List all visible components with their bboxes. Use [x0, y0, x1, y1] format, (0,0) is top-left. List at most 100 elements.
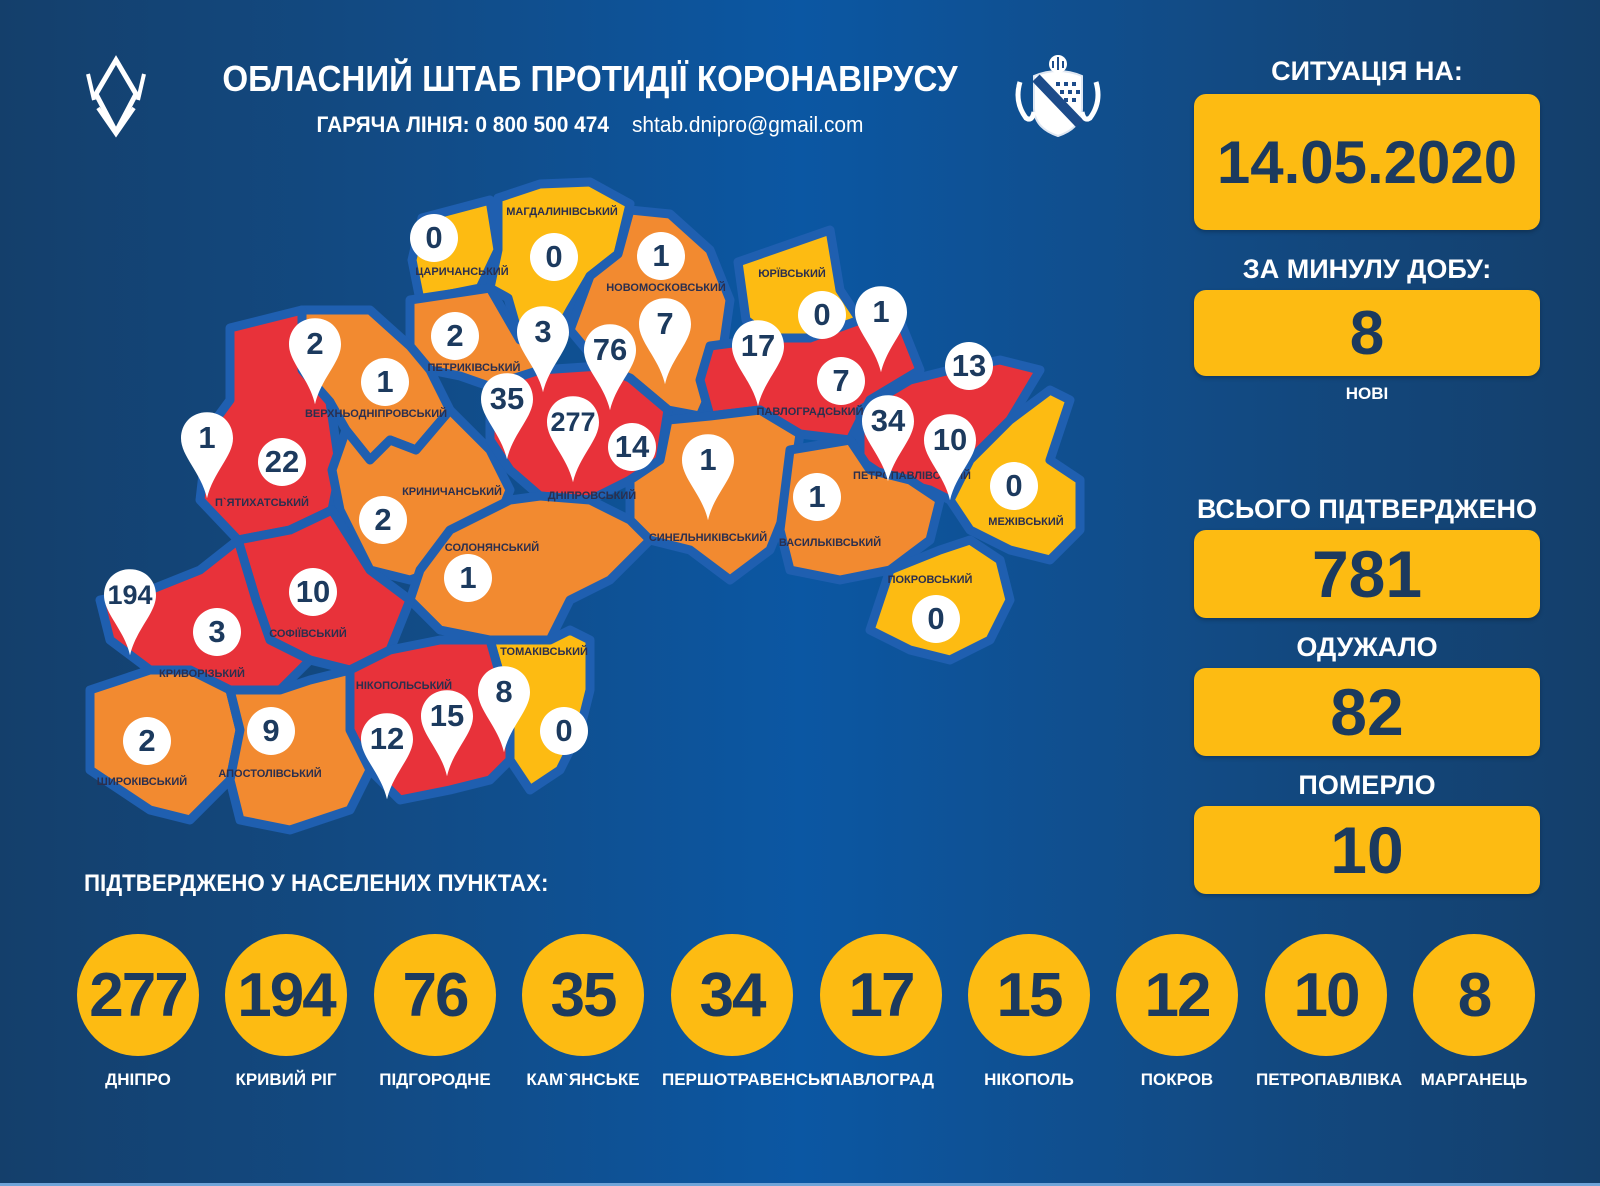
settlement-name: ПАВЛОГРАД	[827, 1070, 934, 1089]
district-label: СИНЕЛЬНИКІВСЬКИЙ	[648, 532, 768, 544]
map-circle-marker: 0	[410, 214, 458, 262]
map-circle-marker: 0	[990, 462, 1038, 510]
district-solonianskyi	[405, 491, 655, 645]
district-label: ПЕТРИКІВСЬКИЙ	[427, 362, 521, 374]
map-circle-marker: 0	[540, 707, 588, 755]
district-label: МАГДАЛИНІВСЬКИЙ	[506, 206, 618, 218]
settlement-count: 12	[1116, 934, 1238, 1056]
settlement-item: 76 ПІДГОРОДНЕ	[365, 934, 505, 1090]
settlement-count: 194	[225, 934, 347, 1056]
marker-value: 12	[369, 721, 405, 757]
settlement-item: 15 НІКОПОЛЬ	[959, 934, 1099, 1090]
pin-icon	[682, 434, 734, 521]
recovered-value: 82	[1330, 675, 1404, 749]
settlement-item: 10 ПЕТРОПАВЛІВКА	[1256, 934, 1402, 1090]
settlement-count: 17	[820, 934, 942, 1056]
map-circle-marker: 1	[361, 358, 409, 406]
settlement-count: 10	[1265, 934, 1387, 1056]
email-link[interactable]: shtab.dnipro@gmail.com	[631, 112, 864, 137]
pin-icon	[639, 298, 691, 385]
district-label: ПОКРОВСЬКИЙ	[887, 574, 973, 586]
pin-icon	[104, 569, 156, 656]
map-pin-marker: 8	[476, 664, 532, 754]
marker-value: 76	[592, 332, 628, 368]
marker-value: 277	[550, 407, 596, 438]
map-circle-marker: 9	[247, 707, 295, 755]
settlement-count: 34	[671, 934, 793, 1056]
map-circle-marker: 0	[912, 595, 960, 643]
settlement-item: 35 КАМ`ЯНСЬКЕ	[513, 934, 653, 1090]
settlement-item: 12 ПОКРОВ	[1107, 934, 1247, 1090]
district-label: ЦАРИЧАНСЬКИЙ	[415, 266, 509, 278]
pin-icon	[732, 320, 784, 407]
district-label: НІКОПОЛЬСЬКИЙ	[355, 680, 453, 692]
district-label: П`ЯТИХАТСЬКИЙ	[215, 497, 309, 509]
map-circle-marker: 0	[530, 233, 578, 281]
new-cases-box: 8	[1194, 290, 1540, 376]
map-circle-marker: 13	[945, 342, 993, 390]
settlement-item: 34 ПЕРШОТРАВЕНСЬК	[662, 934, 831, 1090]
deaths-box: 10	[1194, 806, 1540, 894]
map-pin-marker: 1	[680, 432, 736, 522]
pin-icon	[361, 713, 413, 800]
district-apostolivskyi	[225, 665, 375, 835]
settlement-name: ПІДГОРОДНЕ	[379, 1070, 491, 1089]
new-cases-sub: НОВІ	[1345, 384, 1389, 403]
map-pin-marker: 12	[359, 711, 415, 801]
settlement-item: 194 КРИВИЙ РІГ	[216, 934, 356, 1090]
map-circle-marker: 14	[608, 423, 656, 471]
pin-icon	[181, 412, 233, 499]
contacts: ГАРЯЧА ЛІНІЯ: 0 800 500 474 shtab.dnipro…	[182, 112, 999, 138]
map-circle-marker: 1	[637, 232, 685, 280]
map-circle-marker: 22	[258, 438, 306, 486]
deaths-value: 10	[1330, 813, 1404, 887]
settlement-item: 17 ПАВЛОГРАД	[811, 934, 951, 1090]
situation-label: СИТУАЦІЯ НА:	[1271, 56, 1463, 86]
marker-value: 10	[932, 422, 968, 458]
recovered-box: 82	[1194, 668, 1540, 756]
total-box: 781	[1194, 530, 1540, 618]
marker-value: 2	[306, 326, 324, 362]
settlement-count: 277	[77, 934, 199, 1056]
pin-icon	[547, 396, 599, 483]
settlement-count: 8	[1413, 934, 1535, 1056]
marker-value: 8	[495, 674, 513, 710]
pin-icon	[924, 414, 976, 501]
district-label: МЕЖІВСЬКИЙ	[988, 516, 1064, 528]
map-circle-marker: 1	[444, 554, 492, 602]
map-pin-marker: 10	[922, 412, 978, 502]
district-label: ШИРОКІВСЬКИЙ	[96, 776, 188, 788]
map-pin-marker: 34	[860, 393, 916, 483]
settlements-title: ПІДТВЕРДЖЕНО У НАСЕЛЕНИХ ПУНКТАХ:	[84, 870, 549, 897]
map-pin-marker: 277	[545, 394, 601, 484]
district-label: ТОМАКІВСЬКИЙ	[500, 646, 588, 658]
pin-icon	[481, 373, 533, 460]
pin-icon	[289, 318, 341, 405]
district-label: НОВОМОСКОВСЬКИЙ	[606, 282, 726, 294]
map-shapes	[85, 177, 1085, 835]
marker-value: 17	[740, 328, 776, 364]
recovered-label: ОДУЖАЛО	[1296, 632, 1438, 662]
map-pin-marker: 7	[637, 296, 693, 386]
map-pin-marker: 1	[179, 410, 235, 500]
settlement-count: 15	[968, 934, 1090, 1056]
page-title: ОБЛАСНИЙ ШТАБ ПРОТИДІЇ КОРОНАВІРУСУ	[222, 58, 958, 99]
marker-value: 194	[107, 580, 153, 611]
district-label: СОФІЇВСЬКИЙ	[269, 628, 347, 640]
settlement-name: ДНІПРО	[105, 1070, 171, 1089]
district-label: ВЕРХНЬОДНІПРОВСЬКИЙ	[304, 408, 448, 420]
map-pin-marker: 17	[730, 318, 786, 408]
map-circle-marker: 10	[289, 568, 337, 616]
settlement-name: КАМ`ЯНСЬКЕ	[526, 1070, 640, 1089]
settlement-name: МАРГАНЕЦЬ	[1420, 1070, 1528, 1089]
hotline-text: ГАРЯЧА ЛІНІЯ: 0 800 500 474	[316, 112, 610, 137]
settlement-name: ПЕРШОТРАВЕНСЬК	[662, 1070, 831, 1089]
settlement-item: 8 МАРГАНЕЦЬ	[1404, 934, 1544, 1090]
settlement-name: КРИВИЙ РІГ	[235, 1070, 337, 1089]
district-label: СОЛОНЯНСЬКИЙ	[444, 542, 540, 554]
marker-value: 1	[872, 294, 890, 330]
marker-value: 15	[429, 698, 465, 734]
map-circle-marker: 2	[431, 312, 479, 360]
deaths-label: ПОМЕРЛО	[1298, 770, 1436, 800]
settlement-count: 35	[522, 934, 644, 1056]
